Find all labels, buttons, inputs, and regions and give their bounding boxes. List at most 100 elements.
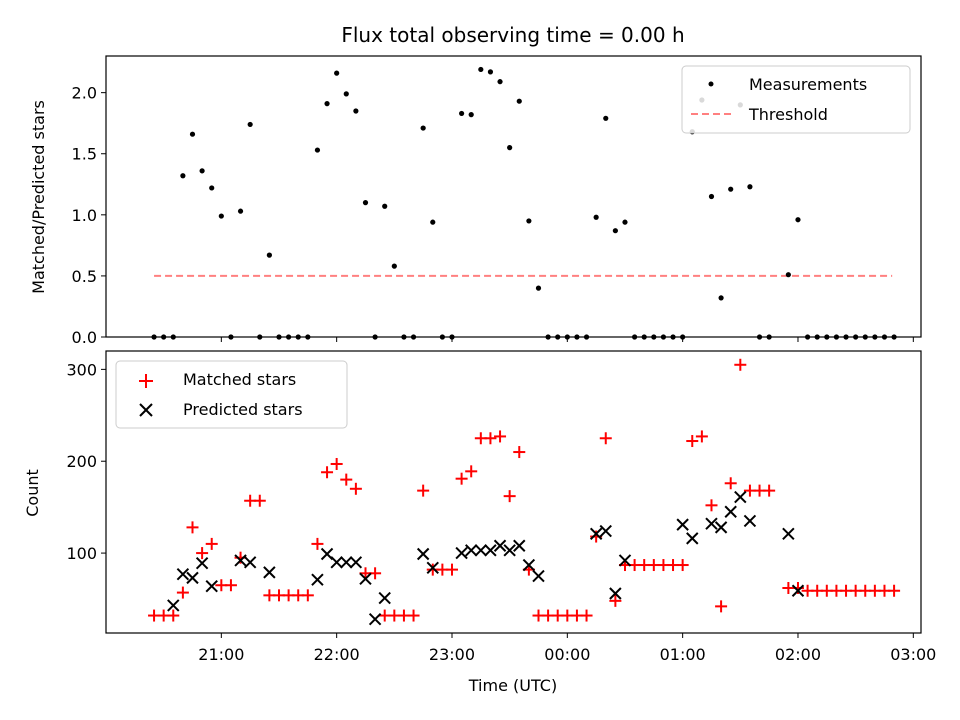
- measurement-point: [535, 285, 542, 291]
- top-x-ticks: [220, 337, 914, 342]
- predicted-star-point: [743, 514, 757, 528]
- measurement-point: [324, 101, 330, 107]
- predicted-star-point: [724, 505, 737, 518]
- matched-star-point: [455, 472, 468, 485]
- predicted-star-stroke-b: [186, 571, 199, 585]
- predicted-star-point: [618, 554, 632, 567]
- predicted-star-point: [311, 573, 324, 586]
- predicted-star-point: [599, 524, 612, 538]
- bottom-x-tick-label: 03:00: [890, 645, 936, 664]
- predicted-star-point: [734, 490, 747, 504]
- predicted-star-stroke-b: [416, 547, 430, 561]
- predicted-star-point: [474, 544, 488, 557]
- predicted-star-point: [359, 572, 372, 586]
- matched-star-point: [301, 589, 314, 602]
- predicted-star-point: [465, 544, 478, 557]
- measurement-point: [189, 131, 196, 137]
- predicted-star-stroke-b: [330, 556, 343, 569]
- predicted-star-stroke-b: [734, 490, 747, 504]
- matched-star-point: [340, 473, 353, 486]
- predicted-star-point: [234, 554, 247, 567]
- matched-star-point: [599, 432, 612, 445]
- counts-layer: [148, 358, 901, 626]
- predicted-star-stroke-b: [743, 514, 757, 528]
- predicted-star-stroke-b: [522, 558, 536, 572]
- predicted-star-point: [589, 527, 603, 541]
- predicted-star-point: [330, 556, 343, 569]
- predicted-star-point: [522, 558, 536, 572]
- matched-star-point: [888, 584, 901, 597]
- predicted-star-point: [455, 546, 468, 560]
- predicted-star-point: [167, 599, 180, 612]
- measurement-point: [728, 186, 734, 192]
- bottom-y-axis: 100 200 300: [66, 360, 106, 563]
- matched-star-point: [705, 499, 718, 512]
- bottom-y-tick-label: 200: [66, 452, 97, 471]
- measurement-point: [430, 219, 436, 225]
- bottom-y-tick-label: 300: [66, 360, 97, 379]
- top-y-axis-label: Matched/Predicted stars: [29, 100, 48, 294]
- predicted-star-point: [686, 532, 699, 545]
- top-y-tick-label: 2.0: [72, 84, 97, 103]
- measurement-point: [718, 295, 724, 301]
- bottom-x-tick-label: 02:00: [775, 645, 821, 664]
- measurement-point: [343, 91, 349, 97]
- measurement-point: [795, 217, 801, 223]
- measurement-point: [199, 168, 205, 174]
- predicted-star-stroke-b: [234, 554, 247, 567]
- predicted-star-stroke-b: [714, 521, 728, 534]
- predicted-star-point: [532, 569, 545, 583]
- measurement-point: [209, 185, 215, 191]
- matched-star-point: [503, 490, 516, 503]
- predicted-star-stroke-b: [686, 532, 699, 545]
- bottom-x-tick-label: 01:00: [660, 645, 706, 664]
- predicted-star-stroke-b: [243, 556, 257, 569]
- predicted-star-point: [205, 579, 218, 593]
- predicted-star-stroke-b: [705, 517, 718, 530]
- bottom-x-tick-label: 23:00: [429, 645, 475, 664]
- predicted-star-stroke-b: [195, 556, 209, 570]
- measurement-point: [180, 173, 186, 179]
- predicted-star-stroke-b: [618, 554, 632, 567]
- predicted-star-point: [340, 556, 353, 569]
- matched-star-point: [407, 609, 420, 622]
- top-y-axis: 0.0 0.5 1.0 1.5 2.0: [72, 84, 106, 347]
- measurement-point: [362, 200, 369, 206]
- matched-star-point: [465, 465, 478, 478]
- measurement-point: [237, 208, 244, 214]
- predicted-star-stroke-b: [503, 544, 516, 557]
- top-y-tick-label: 1.0: [72, 206, 97, 225]
- bottom-y-axis-label: Count: [23, 469, 42, 517]
- measurement-point: [487, 69, 494, 75]
- measurement-point: [382, 203, 388, 209]
- matched-star-point: [695, 430, 708, 443]
- matched-star-point: [321, 466, 334, 479]
- predicted-star-stroke-b: [359, 572, 372, 586]
- matched-star-point: [253, 494, 266, 507]
- predicted-star-stroke-b: [493, 539, 507, 552]
- predicted-star-point: [426, 561, 439, 574]
- bottom-x-tick-label: 00:00: [544, 645, 590, 664]
- top-legend-box: [681, 65, 911, 134]
- predicted-star-stroke-b: [589, 527, 603, 541]
- predicted-star-stroke-b: [167, 599, 180, 612]
- measurement-point: [247, 121, 253, 128]
- measurement-point: [516, 98, 522, 104]
- measurement-point: [468, 112, 474, 118]
- matched-star-point: [176, 586, 189, 599]
- predicted-star-stroke-b: [205, 579, 218, 593]
- predicted-star-point: [263, 566, 276, 579]
- predicted-star-stroke-b: [513, 539, 526, 552]
- predicted-star-point: [378, 591, 391, 605]
- measurement-point: [459, 110, 465, 117]
- predicted-star-point: [368, 613, 382, 626]
- predicted-star-point: [493, 539, 507, 552]
- predicted-star-point: [676, 518, 689, 531]
- predicted-star-point: [484, 544, 497, 557]
- matched-star-point: [445, 563, 458, 576]
- measurement-point: [612, 228, 618, 234]
- legend-matched-label: Matched stars: [183, 370, 296, 389]
- predicted-star-stroke-b: [320, 547, 334, 561]
- matched-star-point: [186, 521, 199, 534]
